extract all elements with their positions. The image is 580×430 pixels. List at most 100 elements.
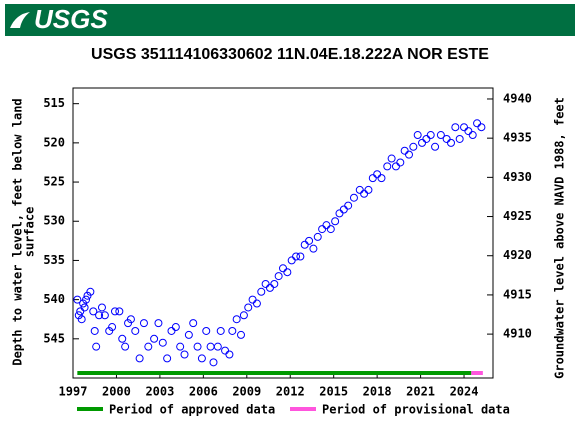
data-point	[409, 142, 418, 151]
data-point	[248, 295, 257, 304]
y-tick-label: 535	[43, 253, 65, 267]
data-point	[377, 174, 386, 183]
data-point	[400, 146, 409, 155]
data-point	[283, 268, 292, 277]
data-point	[82, 295, 91, 304]
data-point	[216, 326, 225, 335]
header-bar	[5, 4, 575, 36]
data-point	[89, 307, 98, 316]
data-point	[158, 338, 167, 347]
data-point	[95, 311, 104, 320]
data-point	[92, 342, 101, 351]
x-tick-label: 2003	[145, 385, 174, 399]
y-tick-label: 530	[43, 214, 65, 228]
data-point	[296, 252, 305, 261]
logo-icon	[10, 12, 30, 28]
data-point	[447, 138, 455, 147]
data-point	[150, 334, 159, 343]
data-point	[86, 287, 95, 296]
legend-label: Period of provisional data	[322, 403, 510, 417]
data-point	[80, 303, 89, 312]
data-point	[193, 342, 202, 351]
period-bar	[77, 371, 472, 375]
y-tick-label: 525	[43, 175, 65, 189]
data-point	[244, 303, 253, 312]
data-point	[335, 209, 344, 218]
x-tick-label: 2009	[232, 385, 261, 399]
data-point	[131, 326, 140, 335]
y-axis-label: Depth to water level, feet below land	[11, 98, 25, 365]
data-point	[121, 342, 130, 351]
y-axis-label: surface	[23, 207, 37, 258]
data-point	[442, 134, 451, 143]
data-point	[139, 319, 148, 328]
data-point	[108, 323, 117, 332]
data-point	[279, 264, 287, 273]
data-point	[184, 330, 193, 339]
y2-tick-label: 4915	[503, 287, 532, 301]
data-point	[265, 283, 274, 292]
data-point	[135, 354, 144, 363]
data-point	[300, 240, 309, 249]
data-point	[391, 162, 400, 171]
y-tick-label: 540	[43, 292, 65, 306]
data-point	[167, 326, 176, 335]
data-point	[171, 323, 180, 332]
period-bar	[471, 371, 483, 375]
y2-tick-label: 4940	[503, 91, 532, 105]
data-point	[383, 162, 392, 171]
data-point	[252, 299, 261, 308]
data-point	[154, 319, 163, 328]
legend-swatch	[77, 407, 103, 411]
data-point	[274, 272, 283, 281]
data-point	[115, 307, 124, 316]
data-point	[422, 134, 431, 143]
data-point	[90, 326, 99, 335]
data-point	[126, 315, 135, 324]
data-point	[202, 326, 211, 335]
data-point	[287, 256, 296, 265]
data-point	[413, 131, 422, 140]
data-point	[460, 123, 469, 132]
data-point	[355, 185, 364, 194]
data-point	[360, 189, 369, 198]
data-point	[313, 232, 322, 241]
data-point	[322, 221, 331, 230]
y2-tick-label: 4930	[503, 170, 532, 184]
data-point	[176, 342, 185, 351]
y2-tick-label: 4935	[503, 131, 532, 145]
data-point	[436, 131, 445, 140]
data-point	[331, 217, 340, 226]
y-tick-label: 515	[43, 96, 65, 110]
data-point	[451, 123, 460, 132]
data-point	[373, 170, 382, 179]
data-point	[163, 354, 172, 363]
data-point	[209, 358, 218, 367]
y2-tick-label: 4920	[503, 248, 532, 262]
data-point	[455, 134, 464, 143]
x-tick-label: 2000	[102, 385, 131, 399]
data-point	[326, 225, 335, 234]
data-point	[309, 244, 318, 253]
y2-tick-label: 4925	[503, 209, 532, 223]
data-point	[431, 142, 440, 151]
y2-tick-label: 4910	[503, 327, 532, 341]
x-tick-label: 2024	[450, 385, 479, 399]
data-point	[305, 236, 314, 245]
logo: USGS	[34, 4, 108, 34]
y-tick-label: 545	[43, 331, 65, 345]
data-point	[189, 319, 198, 328]
data-point	[206, 342, 215, 351]
data-point	[270, 279, 279, 288]
data-point	[239, 311, 248, 320]
x-tick-label: 1997	[59, 385, 88, 399]
plot-frame	[72, 87, 494, 379]
data-point	[76, 307, 85, 316]
data-point	[257, 287, 266, 296]
x-tick-label: 2015	[319, 385, 348, 399]
x-tick-label: 2012	[276, 385, 305, 399]
data-point	[144, 342, 153, 351]
data-point	[261, 279, 270, 288]
data-point	[426, 131, 435, 140]
